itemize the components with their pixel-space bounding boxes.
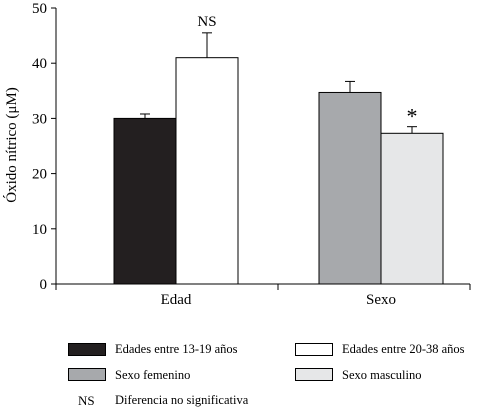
legend-label-femenino: Sexo femenino bbox=[115, 368, 191, 382]
legend-swatch-femenino bbox=[68, 368, 106, 381]
axes: 0 10 20 30 40 50 Edad Sexo bbox=[32, 1, 471, 308]
x-category-label: Edad bbox=[161, 292, 192, 308]
y-tick-label: 30 bbox=[32, 111, 47, 127]
bar bbox=[380, 132, 444, 285]
legend-label-masculino: Sexo masculino bbox=[342, 368, 422, 382]
legend-swatch-13-19 bbox=[68, 343, 106, 356]
bar-chart: 0 10 20 30 40 50 Edad Sexo NS * Óxido nítrico (μ… bbox=[3, 1, 471, 308]
y-tick-label: 20 bbox=[32, 167, 47, 183]
bar bbox=[318, 91, 382, 285]
y-tick-label: 10 bbox=[32, 222, 47, 238]
y-tick-label: 50 bbox=[32, 1, 47, 17]
bars: NS * bbox=[113, 14, 444, 285]
y-axis-label: Óxido nítrico (μM) bbox=[3, 87, 20, 203]
legend-ns-key: NS bbox=[78, 393, 95, 408]
bar bbox=[175, 57, 239, 285]
bar-annotation: * bbox=[407, 104, 418, 129]
legend-swatch-masculino bbox=[295, 368, 333, 381]
legend-label-13-19: Edades entre 13-19 años bbox=[115, 342, 238, 356]
legend-ns-text: Diferencia no significativa bbox=[115, 393, 249, 407]
y-tick-label: 0 bbox=[40, 277, 48, 293]
y-tick-label: 40 bbox=[32, 56, 47, 72]
bar bbox=[113, 117, 177, 285]
legend-label-20-38: Edades entre 20-38 años bbox=[342, 342, 465, 356]
bar-annotation: NS bbox=[197, 14, 216, 30]
x-category-label: Sexo bbox=[366, 292, 396, 308]
legend-swatch-20-38 bbox=[295, 343, 333, 356]
